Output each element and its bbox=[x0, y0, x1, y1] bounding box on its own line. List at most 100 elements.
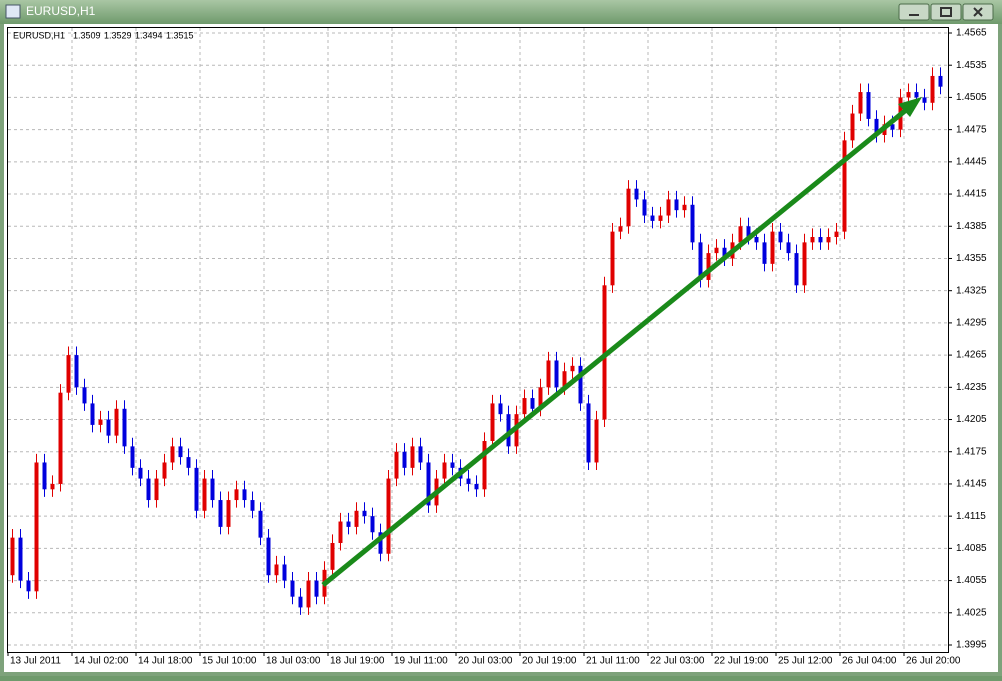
candle-body bbox=[930, 75, 935, 103]
candle-body bbox=[466, 478, 471, 484]
header-value: 1.3509 bbox=[73, 30, 101, 40]
candle-body bbox=[562, 371, 567, 388]
candle-body bbox=[474, 483, 479, 490]
candle-body bbox=[370, 516, 375, 533]
candle-body bbox=[426, 462, 431, 506]
candle-body bbox=[738, 226, 743, 243]
y-tick-label: 1.4415 bbox=[956, 189, 987, 200]
candle-body bbox=[82, 387, 87, 404]
x-tick-label: 26 Jul 20:00 bbox=[906, 656, 961, 667]
candle-body bbox=[690, 204, 695, 243]
x-tick-label: 14 Jul 18:00 bbox=[138, 656, 193, 667]
x-tick-label: 15 Jul 10:00 bbox=[202, 656, 257, 667]
candle-body bbox=[674, 199, 679, 211]
candle-body bbox=[506, 414, 511, 447]
candle-body bbox=[762, 242, 767, 264]
candle-body bbox=[18, 537, 23, 581]
y-tick-label: 1.4265 bbox=[956, 350, 987, 361]
candle-body bbox=[642, 199, 647, 216]
candle-body bbox=[522, 398, 527, 415]
candle-body bbox=[650, 215, 655, 221]
candle-body bbox=[138, 467, 143, 479]
trend-arrow-head bbox=[898, 97, 922, 117]
candle-body bbox=[338, 521, 343, 543]
candle-body bbox=[266, 537, 271, 576]
window-icon bbox=[5, 4, 21, 19]
candle-body bbox=[634, 188, 639, 200]
candle-body bbox=[170, 446, 175, 463]
candle-body bbox=[378, 532, 383, 554]
header-value: 1.3515 bbox=[166, 30, 194, 40]
candle-body bbox=[122, 408, 127, 447]
candle-body bbox=[802, 242, 807, 286]
candle-body bbox=[394, 451, 399, 479]
candle-body bbox=[114, 408, 119, 436]
maximize-glyph bbox=[940, 7, 952, 17]
x-tick-label: 21 Jul 11:00 bbox=[586, 656, 640, 667]
x-tick-label: 19 Jul 11:00 bbox=[394, 656, 448, 667]
y-tick-label: 1.4025 bbox=[956, 607, 987, 618]
candle-body bbox=[578, 365, 583, 404]
candle-body bbox=[226, 500, 231, 527]
y-tick-label: 1.4535 bbox=[956, 60, 987, 71]
x-tick-label: 20 Jul 03:00 bbox=[458, 656, 513, 667]
y-tick-label: 1.4115 bbox=[956, 511, 986, 522]
candle-body bbox=[178, 446, 183, 458]
candle-body bbox=[402, 451, 407, 468]
minimize-button[interactable] bbox=[898, 3, 930, 21]
candle-body bbox=[362, 510, 367, 517]
candle-body bbox=[570, 365, 575, 372]
candle-body bbox=[130, 446, 135, 468]
window-title: EURUSD,H1 bbox=[26, 4, 96, 18]
candle-body bbox=[554, 360, 559, 388]
candle-body bbox=[442, 462, 447, 479]
candle-body bbox=[754, 237, 759, 243]
candle-body bbox=[714, 247, 719, 254]
candle-body bbox=[794, 253, 799, 286]
x-tick-label: 25 Jul 12:00 bbox=[778, 656, 833, 667]
candle-body bbox=[90, 403, 95, 425]
x-tick-label: 22 Jul 19:00 bbox=[714, 656, 769, 667]
y-tick-label: 1.4505 bbox=[956, 92, 987, 103]
y-tick-label: 1.4205 bbox=[956, 414, 987, 425]
candle-body bbox=[618, 226, 623, 232]
candle-body bbox=[706, 253, 711, 280]
candle-body bbox=[410, 446, 415, 468]
x-tick-label: 18 Jul 03:00 bbox=[266, 656, 321, 667]
candle-body bbox=[722, 247, 727, 259]
x-tick-label: 13 Jul 2011 bbox=[10, 656, 61, 667]
header-value: 1.3529 bbox=[104, 30, 132, 40]
candle-body bbox=[906, 92, 911, 98]
candle-body bbox=[826, 237, 831, 243]
maximize-button[interactable] bbox=[930, 3, 962, 21]
candle-body bbox=[242, 489, 247, 501]
candle-body bbox=[282, 564, 287, 581]
y-tick-label: 1.4145 bbox=[956, 479, 987, 490]
candle-body bbox=[546, 360, 551, 388]
y-tick-label: 1.4175 bbox=[956, 446, 987, 457]
candle-body bbox=[914, 92, 919, 98]
candle-body bbox=[66, 355, 71, 393]
y-tick-label: 1.4325 bbox=[956, 285, 987, 296]
header-symbol: EURUSD,H1 bbox=[13, 30, 65, 40]
candle-body bbox=[354, 510, 359, 527]
candle-body bbox=[786, 242, 791, 254]
candle-body bbox=[586, 403, 591, 463]
candle-body bbox=[34, 462, 39, 592]
title-bar bbox=[0, 0, 1002, 24]
candle-body bbox=[922, 97, 927, 103]
candle-body bbox=[482, 441, 487, 490]
chart-background bbox=[4, 24, 998, 672]
candle-body bbox=[890, 124, 895, 130]
candle-body bbox=[666, 199, 671, 216]
candle-body bbox=[498, 403, 503, 415]
candle-body bbox=[418, 446, 423, 463]
candle-body bbox=[210, 478, 215, 501]
candle-body bbox=[346, 521, 351, 527]
y-tick-label: 1.3995 bbox=[956, 640, 987, 651]
candle-body bbox=[778, 231, 783, 243]
candle-body bbox=[538, 387, 543, 409]
candle-body bbox=[290, 580, 295, 597]
